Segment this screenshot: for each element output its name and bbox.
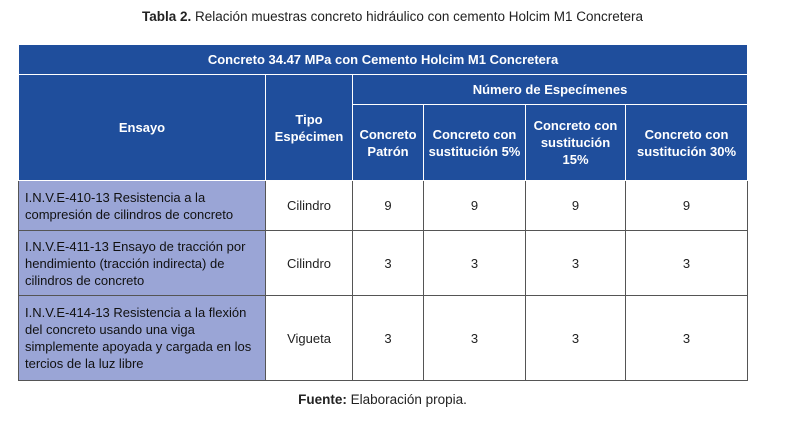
columns-row: Concreto Patrón Concreto con sustitución…: [19, 104, 749, 181]
table-row: I.N.V.E-414-13 Resistencia a la flexión …: [18, 295, 749, 381]
table: Concreto 34.47 MPa con Cemento Holcim M1…: [17, 44, 749, 381]
specimen-count: 9: [352, 180, 424, 231]
test-name: I.N.V.E-410-13 Resistencia a la compresi…: [18, 180, 266, 231]
source-text: Elaboración propia.: [350, 392, 467, 407]
specimen-count: 3: [525, 295, 626, 381]
title-row: Concreto 34.47 MPa con Cemento Holcim M1…: [17, 44, 749, 75]
header-column: Concreto con sustitución 30%: [624, 104, 749, 181]
specimen-count: 3: [352, 295, 424, 381]
test-name: I.N.V.E-411-13 Ensayo de tracción por he…: [18, 230, 266, 296]
specimen-count: 3: [352, 230, 424, 296]
caption-text: Relación muestras concreto hidráulico co…: [195, 9, 643, 24]
specimen-count: 3: [423, 230, 526, 296]
header-column: Concreto Patrón: [352, 104, 424, 181]
source-label: Fuente:: [298, 392, 347, 407]
header-tipo: Tipo Espécimen: [265, 74, 353, 181]
specimen-count: 9: [624, 180, 749, 231]
source: Fuente: Elaboración propia.: [0, 392, 765, 407]
header-column: Concreto con sustitución 15%: [525, 104, 626, 181]
specimen-count: 3: [423, 295, 526, 381]
caption: Tabla 2. Relación muestras concreto hidr…: [0, 9, 785, 24]
table-title: Concreto 34.47 MPa con Cemento Holcim M1…: [17, 44, 749, 75]
caption-label: Tabla 2.: [142, 9, 192, 24]
test-name: I.N.V.E-414-13 Resistencia a la flexión …: [18, 295, 266, 381]
specimen-type: Cilindro: [265, 230, 353, 296]
specimen-count: 9: [423, 180, 526, 231]
specimen-type: Cilindro: [265, 180, 353, 231]
specimen-count: 3: [525, 230, 626, 296]
header-group: Número de Especímenes: [351, 74, 749, 105]
table-row: I.N.V.E-410-13 Resistencia a la compresi…: [18, 180, 749, 231]
header-column: Concreto con sustitución 5%: [423, 104, 526, 181]
group-row: Ensayo Tipo Espécimen Número de Especíme…: [18, 74, 749, 181]
specimen-count: 3: [624, 295, 749, 381]
table-body: I.N.V.E-410-13 Resistencia a la compresi…: [18, 180, 749, 381]
specimen-count: 3: [624, 230, 749, 296]
specimen-count: 9: [525, 180, 626, 231]
header-ensayo: Ensayo: [18, 74, 266, 181]
table-head: Concreto 34.47 MPa con Cemento Holcim M1…: [17, 44, 749, 181]
specimen-type: Vigueta: [265, 295, 353, 381]
table-row: I.N.V.E-411-13 Ensayo de tracción por he…: [18, 230, 749, 296]
